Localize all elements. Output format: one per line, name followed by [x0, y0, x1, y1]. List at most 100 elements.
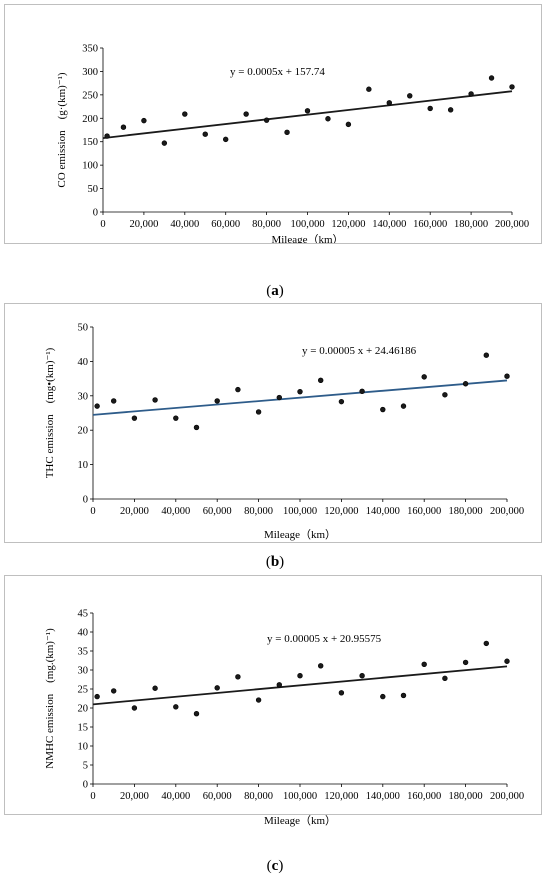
chart-b-x-axis-title: Mileage（km） — [264, 528, 336, 541]
chart-c-x-tick-label: 200,000 — [490, 791, 524, 802]
chart-a-x-tick-label: 0 — [100, 219, 105, 230]
chart-b-x-tick-label: 200,000 — [490, 506, 524, 517]
chart-a-data-point — [120, 124, 127, 130]
chart-c-data-point — [400, 692, 407, 699]
chart-c-data-point — [94, 693, 100, 700]
chart-b-trend-line — [92, 379, 508, 416]
chart-a-y-tick-label: 50 — [88, 184, 99, 195]
chart-c-data-point — [421, 661, 427, 668]
chart-panel-b: 0 10 20 30 40 50 0 20,000 40,000 60,000 80,000 100,… — [4, 303, 542, 543]
chart-b-data-point — [359, 388, 365, 395]
chart-b-x-tick-label: 100,000 — [283, 506, 317, 517]
chart-b-data-point — [131, 415, 138, 421]
chart-c-equation-label: y = 0.00005 x + 20.95575 — [267, 633, 382, 645]
chart-c-data-point — [276, 682, 282, 688]
chart-b-data-point — [110, 398, 117, 404]
chart-c-y-tick-label: 20 — [78, 704, 89, 715]
chart-a-y-tick-label: 300 — [82, 67, 98, 78]
chart-a-x-tick-label: 80,000 — [252, 219, 281, 230]
chart-c-data-point — [131, 705, 138, 711]
chart-c-y-tick-label: 0 — [83, 780, 88, 791]
chart-b-data-point — [94, 403, 100, 409]
chart-a-y-tick-label: 150 — [82, 137, 98, 148]
panel-label-b-text: b — [270, 554, 280, 570]
chart-b-data-point — [462, 381, 469, 387]
chart-c-x-tick-label: 140,000 — [366, 791, 400, 802]
chart-a-data-point — [284, 129, 290, 136]
chart-b-y-axis-title: THC emission (mg•(km)⁻¹) — [44, 347, 56, 478]
chart-panel-c: 0 5 10 15 20 25 30 35 40 45 0 20,000 40,000 60,000 80,… — [4, 575, 542, 827]
chart-c-data-point — [338, 690, 345, 696]
chart-c-x-tick-label: 60,000 — [203, 791, 232, 802]
chart-c-data-point — [359, 672, 365, 679]
chart-b-data-point — [214, 398, 220, 404]
chart-b-data-point — [483, 352, 489, 358]
chart-c-data-point — [235, 674, 241, 680]
chart-c-y-tick-label: 10 — [78, 742, 89, 753]
chart-c-data-point — [483, 640, 489, 647]
chart-b-x-tick-label: 20,000 — [120, 506, 149, 517]
chart-a-x-tick-label: 20,000 — [129, 219, 158, 230]
chart-a-data-point — [447, 107, 454, 113]
chart-c-y-tick-label: 35 — [78, 647, 89, 658]
chart-c-x-tick-label: 100,000 — [283, 791, 317, 802]
chart-c-y-tick-label: 15 — [78, 723, 89, 734]
chart-a-data-point — [325, 116, 331, 122]
chart-b-data-point — [193, 424, 200, 431]
chart-a-x-axis-title: Mileage（km） — [271, 233, 343, 243]
chart-b-data-point — [338, 398, 345, 405]
chart-b-data-point — [152, 397, 158, 403]
chart-b-y-tick-label: 40 — [78, 357, 89, 368]
chart-c-trend-line — [92, 665, 508, 706]
chart-a-x-tick-label: 120,000 — [331, 219, 365, 230]
chart-a-data-point — [243, 111, 249, 117]
chart-a-data-point — [304, 108, 311, 114]
chart-c-data-point — [110, 688, 117, 694]
chart-a-data-point — [104, 133, 110, 139]
chart-a-data-point — [386, 100, 392, 106]
chart-a-x-tick-label: 160,000 — [413, 219, 447, 230]
chart-a-data-point — [509, 84, 515, 90]
chart-a-svg: 0 50 100 150 200 250 300 350 0 20,000 40,000 60,000… — [56, 44, 529, 244]
chart-a-x-tick-label: 140,000 — [372, 219, 406, 230]
panel-label-b: (b) — [265, 554, 285, 570]
panel-label-c: (c) — [266, 858, 284, 874]
chart-a-x-tick-label: 200,000 — [495, 219, 529, 230]
chart-a-data-point — [345, 121, 352, 128]
chart-a-y-axis-title: CO emission (g·(km)⁻¹) — [56, 72, 68, 187]
chart-a-data-point — [263, 117, 270, 123]
chart-a-data-point — [366, 86, 372, 92]
chart-c-data-point — [255, 697, 262, 703]
chart-b-y-tick-label: 30 — [78, 391, 89, 402]
chart-b-y-tick-label: 10 — [78, 460, 89, 471]
chart-c-data-point — [214, 685, 220, 691]
chart-panel-a: 0 50 100 150 200 250 300 350 0 20,000 40,000 60,000… — [4, 4, 542, 244]
chart-c-x-tick-label: 40,000 — [161, 791, 190, 802]
chart-b-equation-label: y = 0.00005 x + 24.46186 — [302, 345, 417, 357]
chart-c-data-point — [504, 658, 510, 664]
chart-a-trend-line — [102, 90, 513, 139]
chart-b-y-tick-label: 0 — [83, 495, 88, 506]
chart-c-x-axis-title: Mileage（km） — [264, 814, 336, 827]
chart-a-x-tick-label: 100,000 — [290, 219, 324, 230]
chart-a-data-point — [202, 131, 208, 137]
chart-c-y-tick-label: 45 — [78, 609, 89, 620]
chart-b-data-point — [318, 377, 324, 384]
chart-b-x-tick-label: 0 — [90, 506, 95, 517]
chart-b-x-tick-label: 180,000 — [449, 506, 483, 517]
chart-a-data-point — [468, 91, 474, 97]
chart-a-equation-label: y = 0.0005x + 157.74 — [230, 66, 325, 78]
panel-label-a-text: a — [271, 283, 279, 299]
panel-label-a: (a) — [266, 283, 284, 299]
chart-b-y-tick-label: 50 — [78, 323, 89, 334]
chart-a-data-point — [488, 75, 495, 81]
chart-c-x-tick-label: 180,000 — [449, 791, 483, 802]
chart-b-data-point — [421, 374, 427, 380]
chart-c-svg: 0 5 10 15 20 25 30 35 40 45 0 20,000 40,000 60,000 80,… — [44, 609, 524, 828]
chart-a-data-point — [407, 93, 413, 99]
chart-a-x-tick-label: 60,000 — [211, 219, 240, 230]
chart-c-y-axis-title: NMHC emission (mg.(km)⁻¹) — [44, 628, 56, 769]
chart-a-y-tick-label: 0 — [93, 208, 98, 219]
chart-b-x-tick-label: 80,000 — [244, 506, 273, 517]
chart-c-y-tick-label: 5 — [83, 761, 88, 772]
